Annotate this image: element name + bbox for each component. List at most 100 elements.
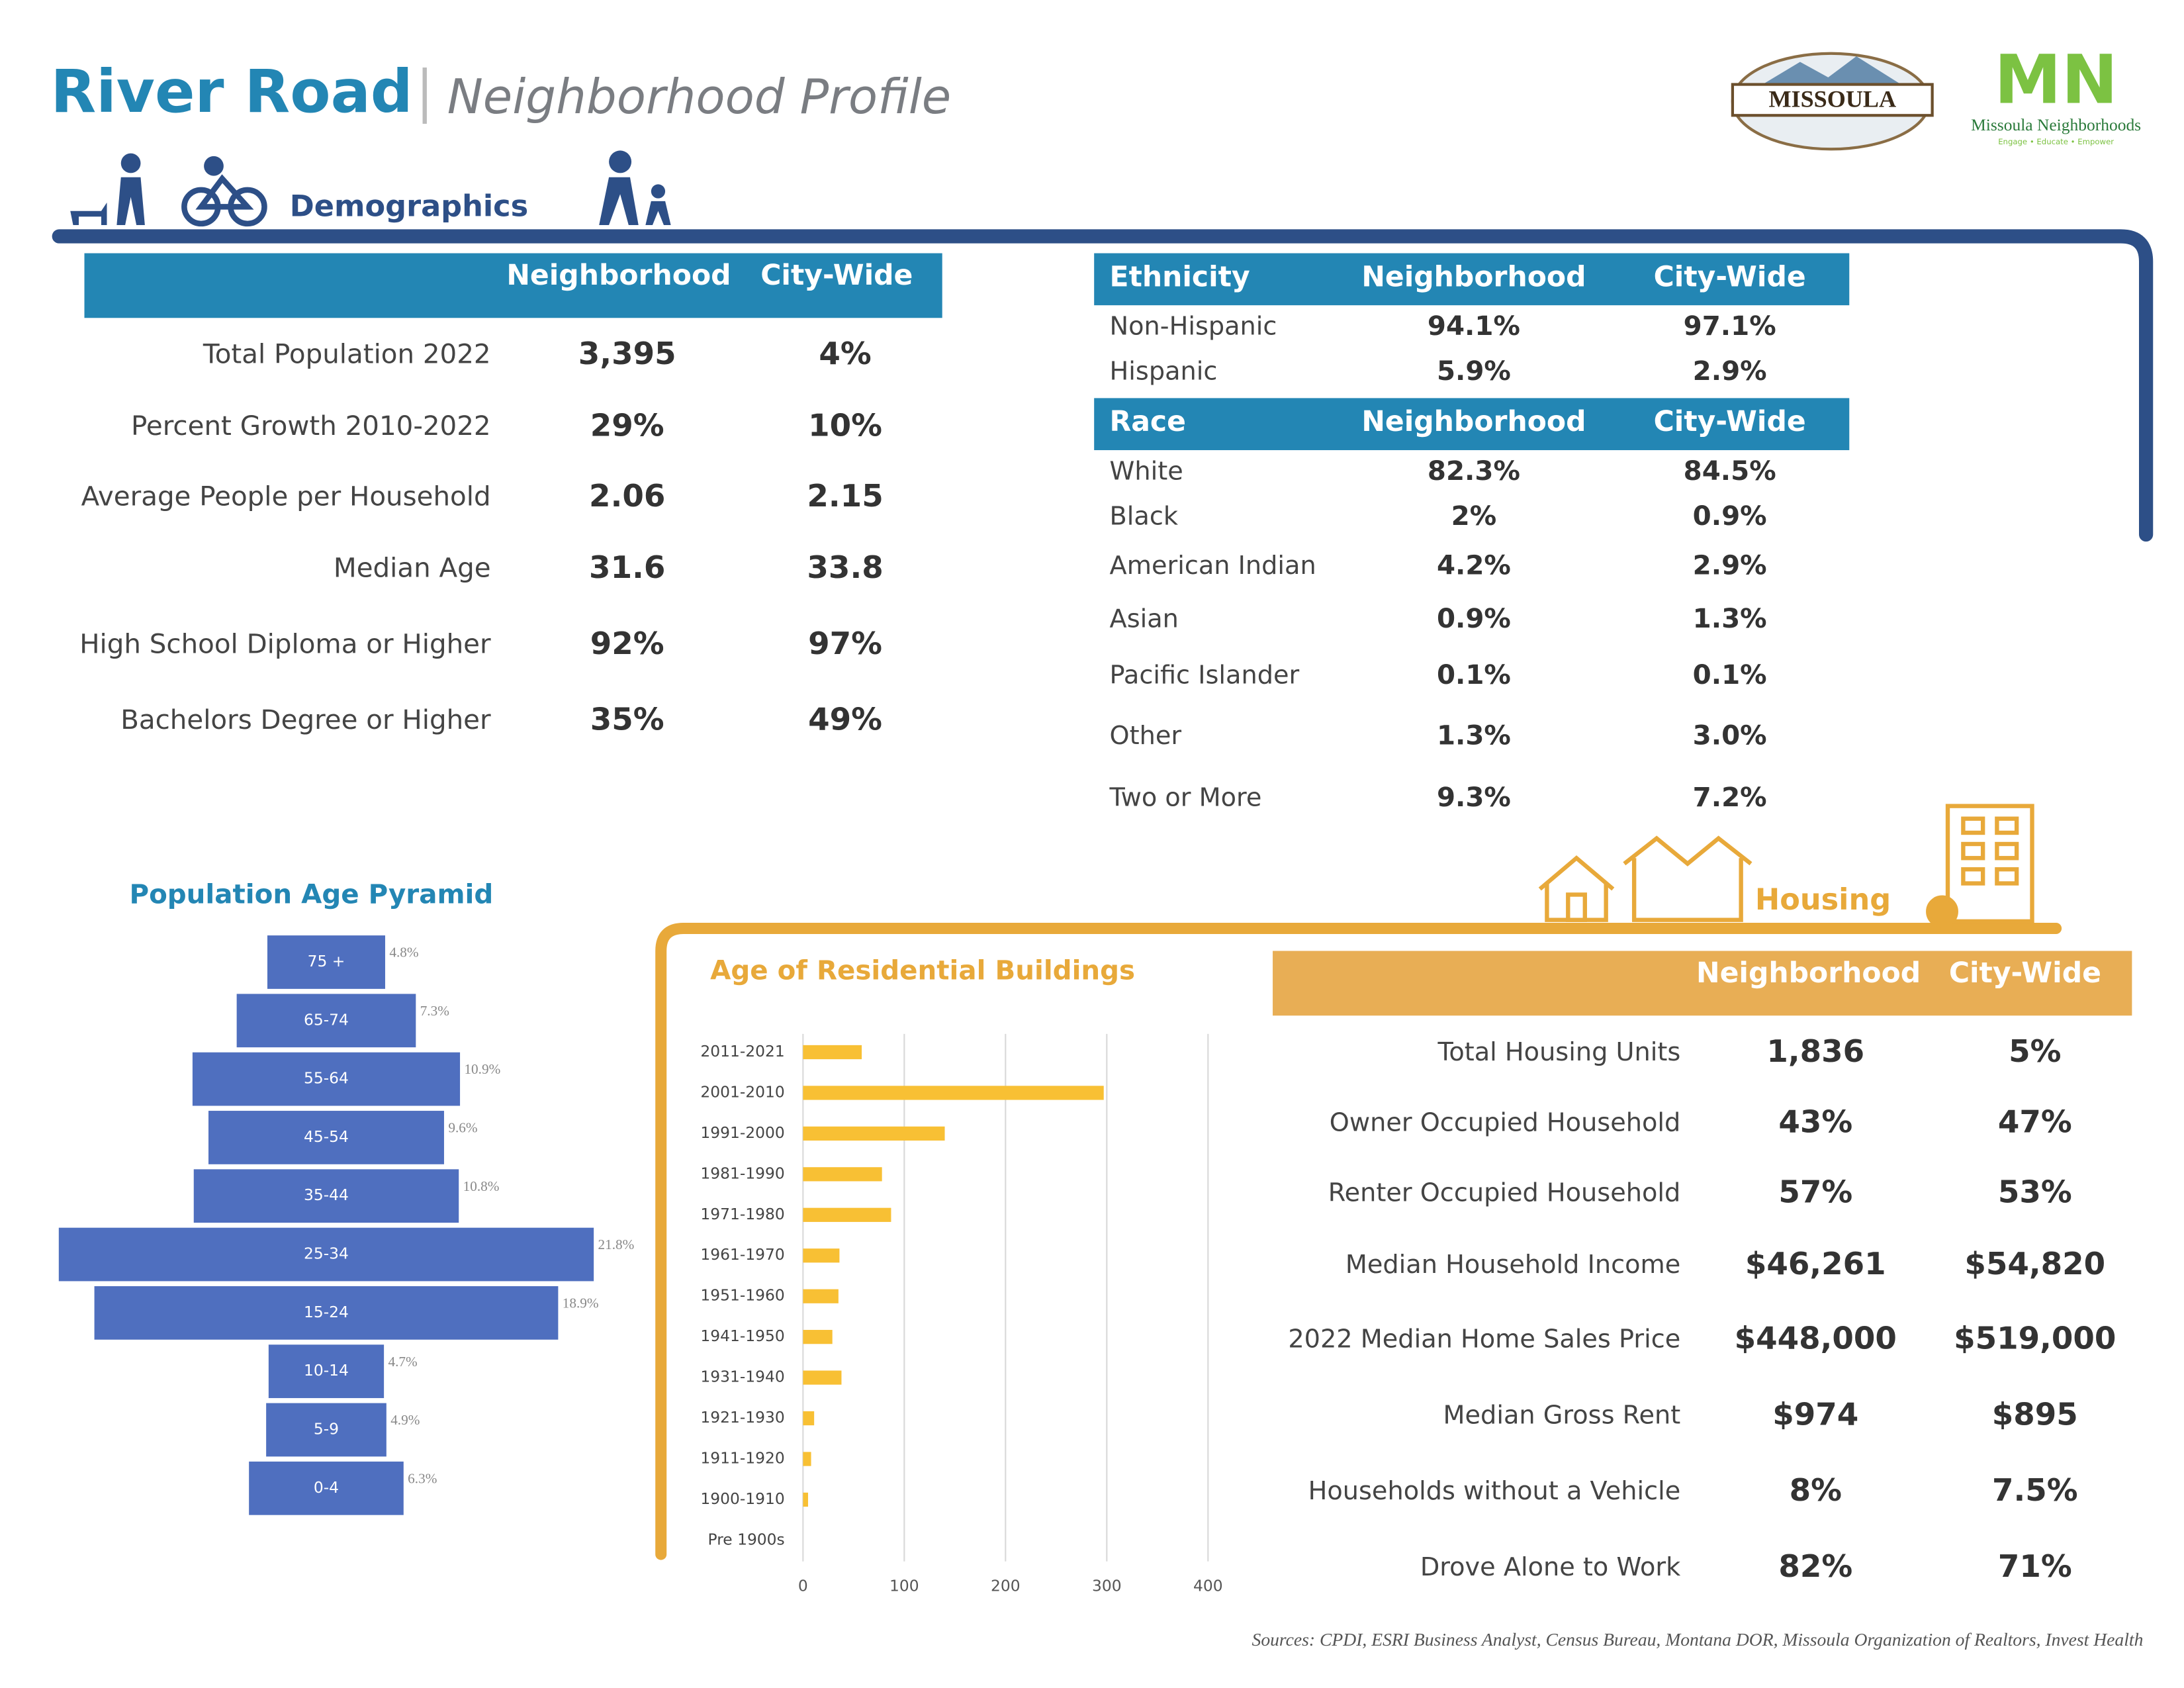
cell-value: 97% <box>808 626 882 662</box>
x-tick-label: 0 <box>798 1576 808 1595</box>
cell-value: $519,000 <box>1954 1321 2116 1357</box>
bar <box>803 1207 891 1222</box>
category-label: 1911-1920 <box>700 1449 784 1468</box>
org-logo: MN Missoula Neighborhoods Engage • Educa… <box>1971 40 2141 146</box>
cell-value: 82% <box>1778 1549 1852 1585</box>
column-header: Neighborhood <box>1361 261 1586 293</box>
row-label: Households without a Vehicle <box>1308 1477 1681 1506</box>
cell-value: 29% <box>590 408 664 444</box>
bar <box>803 1045 862 1060</box>
cell-value: 4% <box>819 336 871 372</box>
category-label: 1991-2000 <box>700 1123 784 1142</box>
column-header: City-Wide <box>1654 261 1806 293</box>
value-label: 7.3% <box>420 1003 449 1019</box>
row-label: Pacific Islander <box>1110 661 1300 690</box>
category-label: 15-24 <box>304 1303 349 1321</box>
cell-value: 9.3% <box>1437 782 1511 813</box>
value-label: 10.9% <box>464 1061 500 1077</box>
column-header: City-Wide <box>760 259 913 292</box>
cell-value: 8% <box>1790 1473 1842 1509</box>
cell-value: 0.1% <box>1437 659 1511 690</box>
column-header: Neighborhood <box>1696 957 1921 990</box>
title: River Road <box>50 58 412 126</box>
bar <box>236 994 416 1048</box>
row-label: Total Population 2022 <box>203 339 491 370</box>
cell-value: 84.5% <box>1684 455 1776 487</box>
cell-value: 71% <box>1998 1549 2072 1585</box>
bar <box>803 1370 842 1385</box>
column-header: Neighborhood <box>1361 406 1586 438</box>
cell-value: 0.1% <box>1693 659 1767 690</box>
cell-value: $448,000 <box>1735 1321 1897 1357</box>
bar <box>803 1086 1104 1100</box>
category-label: 35-44 <box>304 1186 349 1204</box>
table-header <box>1094 398 1850 451</box>
city-logo-text: MISSOULA <box>1768 85 1896 112</box>
cell-value: 97.1% <box>1684 310 1776 342</box>
cell-value: 3.0% <box>1693 720 1767 751</box>
category-label: 1961-1970 <box>700 1245 784 1264</box>
section-heading: Demographics <box>290 189 528 224</box>
row-label: Black <box>1110 502 1179 532</box>
cell-value: 92% <box>590 626 664 662</box>
category-label: 1941-1950 <box>700 1327 784 1345</box>
chart-title: Age of Residential Buildings <box>710 955 1135 986</box>
row-label: Median Household Income <box>1345 1250 1680 1280</box>
category-label: 45-54 <box>304 1127 349 1146</box>
section-rule <box>655 922 2062 1560</box>
org-logo-tagline: Engage • Educate • Empower <box>1998 137 2114 146</box>
org-logo-name: Missoula Neighborhoods <box>1971 115 2141 134</box>
table-header <box>84 253 942 318</box>
bar <box>803 1167 882 1182</box>
bar <box>803 1452 811 1466</box>
category-label: 0-4 <box>314 1478 339 1497</box>
bar <box>803 1126 945 1141</box>
table-header <box>1273 951 2132 1016</box>
row-label: Median Gross Rent <box>1443 1401 1681 1430</box>
bar <box>266 1403 387 1457</box>
value-label: 10.8% <box>463 1178 500 1194</box>
category-label: 55-64 <box>304 1069 349 1088</box>
cell-value: 94.1% <box>1428 310 1520 342</box>
cell-value: 33.8 <box>807 550 883 586</box>
value-label: 4.8% <box>389 945 418 961</box>
row-label: Owner Occupied Household <box>1330 1108 1681 1137</box>
x-tick-label: 100 <box>889 1576 919 1595</box>
bar <box>193 1169 459 1223</box>
cell-value: 7.5% <box>1992 1473 2078 1509</box>
row-label: Drove Alone to Work <box>1420 1553 1681 1582</box>
cell-value: 2.06 <box>589 479 665 514</box>
bar <box>267 935 385 989</box>
column-header: City-Wide <box>1949 957 2101 990</box>
cell-value: 1.3% <box>1693 603 1767 634</box>
category-label: 2011-2021 <box>700 1042 784 1060</box>
bar <box>803 1411 815 1426</box>
category-label: 1951-1960 <box>700 1286 784 1305</box>
table-header <box>1094 253 1850 306</box>
category-label: 1971-1980 <box>700 1205 784 1223</box>
bar <box>249 1461 404 1515</box>
row-label: American Indian <box>1110 551 1316 581</box>
org-logo-mark: MN <box>1994 40 2118 119</box>
cell-value: 49% <box>808 702 882 738</box>
cell-value: 31.6 <box>589 550 665 586</box>
cell-value: 5.9% <box>1437 355 1511 387</box>
value-label: 4.7% <box>388 1354 417 1370</box>
cell-value: 2.9% <box>1693 549 1767 581</box>
bar <box>803 1492 808 1507</box>
cell-value: $974 <box>1772 1397 1858 1432</box>
x-tick-label: 300 <box>1092 1576 1122 1595</box>
cell-value: 82.3% <box>1428 455 1520 487</box>
category-label: 1900-1910 <box>700 1489 784 1508</box>
category-label: 2001-2010 <box>700 1082 784 1101</box>
bar <box>94 1286 559 1340</box>
row-label: Total Housing Units <box>1437 1038 1680 1067</box>
category-label: 10-14 <box>304 1361 349 1380</box>
row-label: Bachelors Degree or Higher <box>120 704 491 735</box>
category-label: 75 + <box>308 952 345 970</box>
cell-value: 53% <box>1998 1175 2072 1211</box>
x-tick-label: 400 <box>1193 1576 1223 1595</box>
row-label: Renter Occupied Household <box>1328 1179 1681 1208</box>
cell-value: 1,836 <box>1766 1034 1864 1070</box>
cell-value: $46,261 <box>1745 1246 1886 1282</box>
